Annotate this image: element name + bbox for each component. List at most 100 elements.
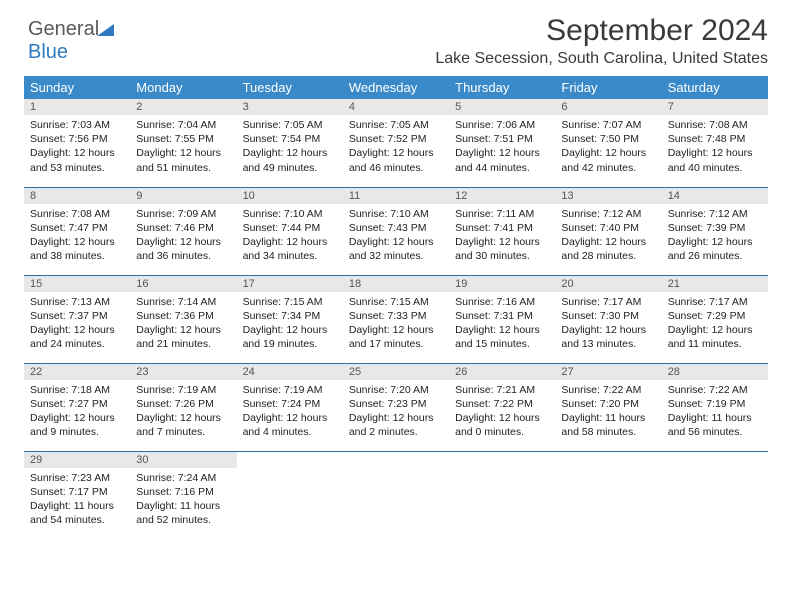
day-body: Sunrise: 7:15 AMSunset: 7:33 PMDaylight:… xyxy=(343,292,449,356)
day-body: Sunrise: 7:19 AMSunset: 7:26 PMDaylight:… xyxy=(130,380,236,444)
day-body: Sunrise: 7:20 AMSunset: 7:23 PMDaylight:… xyxy=(343,380,449,444)
calendar-cell xyxy=(343,451,449,539)
calendar-cell: 18Sunrise: 7:15 AMSunset: 7:33 PMDayligh… xyxy=(343,275,449,363)
day-number: 11 xyxy=(343,188,449,204)
day-body: Sunrise: 7:06 AMSunset: 7:51 PMDaylight:… xyxy=(449,115,555,179)
header: September 2024 Lake Secession, South Car… xyxy=(24,14,768,68)
day-number: 18 xyxy=(343,276,449,292)
day-body: Sunrise: 7:19 AMSunset: 7:24 PMDaylight:… xyxy=(237,380,343,444)
day-body: Sunrise: 7:12 AMSunset: 7:40 PMDaylight:… xyxy=(555,204,661,268)
day-number: 25 xyxy=(343,364,449,380)
day-body: Sunrise: 7:07 AMSunset: 7:50 PMDaylight:… xyxy=(555,115,661,179)
calendar-cell: 19Sunrise: 7:16 AMSunset: 7:31 PMDayligh… xyxy=(449,275,555,363)
day-body: Sunrise: 7:12 AMSunset: 7:39 PMDaylight:… xyxy=(662,204,768,268)
calendar-row: 15Sunrise: 7:13 AMSunset: 7:37 PMDayligh… xyxy=(24,275,768,363)
day-number: 5 xyxy=(449,99,555,115)
day-body: Sunrise: 7:08 AMSunset: 7:47 PMDaylight:… xyxy=(24,204,130,268)
day-body: Sunrise: 7:17 AMSunset: 7:30 PMDaylight:… xyxy=(555,292,661,356)
day-number: 6 xyxy=(555,99,661,115)
day-number: 27 xyxy=(555,364,661,380)
calendar-cell: 4Sunrise: 7:05 AMSunset: 7:52 PMDaylight… xyxy=(343,99,449,187)
day-header: Wednesday xyxy=(343,76,449,99)
calendar-cell: 27Sunrise: 7:22 AMSunset: 7:20 PMDayligh… xyxy=(555,363,661,451)
day-body: Sunrise: 7:17 AMSunset: 7:29 PMDaylight:… xyxy=(662,292,768,356)
location: Lake Secession, South Carolina, United S… xyxy=(24,50,768,68)
calendar-cell: 22Sunrise: 7:18 AMSunset: 7:27 PMDayligh… xyxy=(24,363,130,451)
day-body: Sunrise: 7:23 AMSunset: 7:17 PMDaylight:… xyxy=(24,468,130,532)
day-number: 4 xyxy=(343,99,449,115)
day-header: Tuesday xyxy=(237,76,343,99)
calendar-cell: 29Sunrise: 7:23 AMSunset: 7:17 PMDayligh… xyxy=(24,451,130,539)
calendar-row: 29Sunrise: 7:23 AMSunset: 7:17 PMDayligh… xyxy=(24,451,768,539)
day-body: Sunrise: 7:08 AMSunset: 7:48 PMDaylight:… xyxy=(662,115,768,179)
calendar-cell: 23Sunrise: 7:19 AMSunset: 7:26 PMDayligh… xyxy=(130,363,236,451)
day-number: 19 xyxy=(449,276,555,292)
logo-text-2: Blue xyxy=(28,41,68,63)
calendar-cell: 12Sunrise: 7:11 AMSunset: 7:41 PMDayligh… xyxy=(449,187,555,275)
day-body: Sunrise: 7:14 AMSunset: 7:36 PMDaylight:… xyxy=(130,292,236,356)
calendar-cell: 30Sunrise: 7:24 AMSunset: 7:16 PMDayligh… xyxy=(130,451,236,539)
day-header: Thursday xyxy=(449,76,555,99)
day-body: Sunrise: 7:15 AMSunset: 7:34 PMDaylight:… xyxy=(237,292,343,356)
calendar-cell: 17Sunrise: 7:15 AMSunset: 7:34 PMDayligh… xyxy=(237,275,343,363)
calendar-cell: 21Sunrise: 7:17 AMSunset: 7:29 PMDayligh… xyxy=(662,275,768,363)
calendar-cell: 20Sunrise: 7:17 AMSunset: 7:30 PMDayligh… xyxy=(555,275,661,363)
calendar-cell xyxy=(662,451,768,539)
month-year: September 2024 xyxy=(24,14,768,48)
calendar-cell xyxy=(449,451,555,539)
day-number: 23 xyxy=(130,364,236,380)
calendar-cell: 28Sunrise: 7:22 AMSunset: 7:19 PMDayligh… xyxy=(662,363,768,451)
day-header-row: Sunday Monday Tuesday Wednesday Thursday… xyxy=(24,76,768,99)
calendar-row: 22Sunrise: 7:18 AMSunset: 7:27 PMDayligh… xyxy=(24,363,768,451)
day-number: 28 xyxy=(662,364,768,380)
calendar-cell: 3Sunrise: 7:05 AMSunset: 7:54 PMDaylight… xyxy=(237,99,343,187)
calendar-cell xyxy=(237,451,343,539)
day-number: 26 xyxy=(449,364,555,380)
day-header: Monday xyxy=(130,76,236,99)
calendar-row: 1Sunrise: 7:03 AMSunset: 7:56 PMDaylight… xyxy=(24,99,768,187)
day-body: Sunrise: 7:05 AMSunset: 7:54 PMDaylight:… xyxy=(237,115,343,179)
day-body: Sunrise: 7:05 AMSunset: 7:52 PMDaylight:… xyxy=(343,115,449,179)
day-body: Sunrise: 7:24 AMSunset: 7:16 PMDaylight:… xyxy=(130,468,236,532)
day-body: Sunrise: 7:22 AMSunset: 7:19 PMDaylight:… xyxy=(662,380,768,444)
day-body: Sunrise: 7:03 AMSunset: 7:56 PMDaylight:… xyxy=(24,115,130,179)
day-body: Sunrise: 7:13 AMSunset: 7:37 PMDaylight:… xyxy=(24,292,130,356)
day-number: 17 xyxy=(237,276,343,292)
calendar-cell: 11Sunrise: 7:10 AMSunset: 7:43 PMDayligh… xyxy=(343,187,449,275)
logo-triangle-icon xyxy=(97,23,115,37)
day-body: Sunrise: 7:21 AMSunset: 7:22 PMDaylight:… xyxy=(449,380,555,444)
day-number: 1 xyxy=(24,99,130,115)
calendar-cell: 1Sunrise: 7:03 AMSunset: 7:56 PMDaylight… xyxy=(24,99,130,187)
day-header: Sunday xyxy=(24,76,130,99)
day-number: 3 xyxy=(237,99,343,115)
day-number: 29 xyxy=(24,452,130,468)
day-body: Sunrise: 7:22 AMSunset: 7:20 PMDaylight:… xyxy=(555,380,661,444)
day-header: Friday xyxy=(555,76,661,99)
day-number: 24 xyxy=(237,364,343,380)
calendar-cell: 15Sunrise: 7:13 AMSunset: 7:37 PMDayligh… xyxy=(24,275,130,363)
day-number: 2 xyxy=(130,99,236,115)
calendar-cell: 26Sunrise: 7:21 AMSunset: 7:22 PMDayligh… xyxy=(449,363,555,451)
day-number: 9 xyxy=(130,188,236,204)
day-number: 8 xyxy=(24,188,130,204)
day-number: 12 xyxy=(449,188,555,204)
calendar-cell: 25Sunrise: 7:20 AMSunset: 7:23 PMDayligh… xyxy=(343,363,449,451)
calendar-cell: 2Sunrise: 7:04 AMSunset: 7:55 PMDaylight… xyxy=(130,99,236,187)
calendar-cell xyxy=(555,451,661,539)
calendar-row: 8Sunrise: 7:08 AMSunset: 7:47 PMDaylight… xyxy=(24,187,768,275)
day-number: 30 xyxy=(130,452,236,468)
day-number: 10 xyxy=(237,188,343,204)
day-body: Sunrise: 7:16 AMSunset: 7:31 PMDaylight:… xyxy=(449,292,555,356)
day-number: 13 xyxy=(555,188,661,204)
day-number: 16 xyxy=(130,276,236,292)
day-body: Sunrise: 7:18 AMSunset: 7:27 PMDaylight:… xyxy=(24,380,130,444)
calendar-cell: 8Sunrise: 7:08 AMSunset: 7:47 PMDaylight… xyxy=(24,187,130,275)
day-body: Sunrise: 7:10 AMSunset: 7:43 PMDaylight:… xyxy=(343,204,449,268)
day-number: 15 xyxy=(24,276,130,292)
day-body: Sunrise: 7:11 AMSunset: 7:41 PMDaylight:… xyxy=(449,204,555,268)
calendar-cell: 14Sunrise: 7:12 AMSunset: 7:39 PMDayligh… xyxy=(662,187,768,275)
calendar-cell: 13Sunrise: 7:12 AMSunset: 7:40 PMDayligh… xyxy=(555,187,661,275)
day-header: Saturday xyxy=(662,76,768,99)
calendar-cell: 16Sunrise: 7:14 AMSunset: 7:36 PMDayligh… xyxy=(130,275,236,363)
calendar-cell: 6Sunrise: 7:07 AMSunset: 7:50 PMDaylight… xyxy=(555,99,661,187)
